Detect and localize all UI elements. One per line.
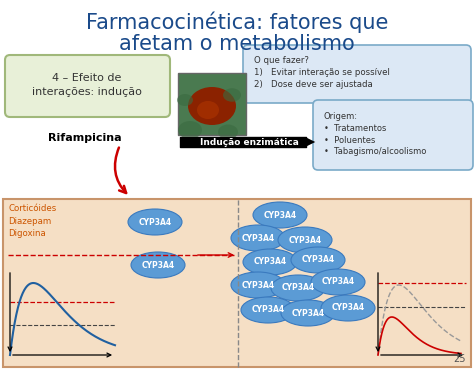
Ellipse shape	[178, 121, 202, 139]
Text: CYP3A4: CYP3A4	[321, 278, 355, 286]
Text: O que fazer?
1)   Evitar interação se possível
2)   Dose deve ser ajustada: O que fazer? 1) Evitar interação se poss…	[254, 56, 390, 88]
Ellipse shape	[271, 275, 325, 301]
Text: Rifampicina: Rifampicina	[48, 133, 122, 143]
Text: CYP3A4: CYP3A4	[254, 258, 287, 266]
Text: CYP3A4: CYP3A4	[282, 283, 315, 293]
Ellipse shape	[197, 101, 219, 119]
Text: CYP3A4: CYP3A4	[289, 235, 321, 245]
Ellipse shape	[241, 297, 295, 323]
Ellipse shape	[311, 269, 365, 295]
Text: CYP3A4: CYP3A4	[241, 233, 274, 242]
FancyBboxPatch shape	[5, 55, 170, 117]
Text: CYP3A4: CYP3A4	[241, 280, 274, 289]
Text: Indução enzimática: Indução enzimática	[200, 138, 299, 147]
Text: CYP3A4: CYP3A4	[141, 260, 174, 269]
Ellipse shape	[321, 295, 375, 321]
FancyBboxPatch shape	[243, 45, 471, 103]
FancyBboxPatch shape	[313, 100, 473, 170]
Text: CYP3A4: CYP3A4	[301, 256, 335, 265]
Ellipse shape	[281, 300, 335, 326]
Ellipse shape	[231, 272, 285, 298]
FancyBboxPatch shape	[3, 199, 471, 367]
Ellipse shape	[253, 202, 307, 228]
Text: CYP3A4: CYP3A4	[138, 218, 172, 226]
Ellipse shape	[128, 209, 182, 235]
Ellipse shape	[291, 247, 345, 273]
Text: Corticóides
Diazepam
Digoxina: Corticóides Diazepam Digoxina	[8, 204, 56, 238]
Ellipse shape	[188, 87, 236, 125]
Text: CYP3A4: CYP3A4	[331, 303, 365, 313]
Ellipse shape	[243, 249, 297, 275]
Text: Farmacocinética: fatores que: Farmacocinética: fatores que	[86, 11, 388, 33]
Ellipse shape	[131, 252, 185, 278]
Text: Origem:
•  Tratamentos
•  Poluentes
•  Tabagismo/alcoolismo: Origem: • Tratamentos • Poluentes • Taba…	[324, 112, 427, 157]
FancyBboxPatch shape	[178, 73, 246, 135]
Ellipse shape	[218, 124, 238, 139]
Ellipse shape	[231, 225, 285, 251]
Text: CYP3A4: CYP3A4	[251, 306, 284, 314]
Ellipse shape	[177, 94, 193, 106]
Ellipse shape	[278, 227, 332, 253]
Ellipse shape	[223, 88, 241, 102]
Text: 25: 25	[454, 354, 466, 364]
Text: CYP3A4: CYP3A4	[292, 309, 325, 317]
Text: 4 – Efeito de
interações: indução: 4 – Efeito de interações: indução	[32, 73, 142, 97]
Text: afetam o metabolismo: afetam o metabolismo	[119, 34, 355, 54]
Text: CYP3A4: CYP3A4	[264, 211, 297, 219]
